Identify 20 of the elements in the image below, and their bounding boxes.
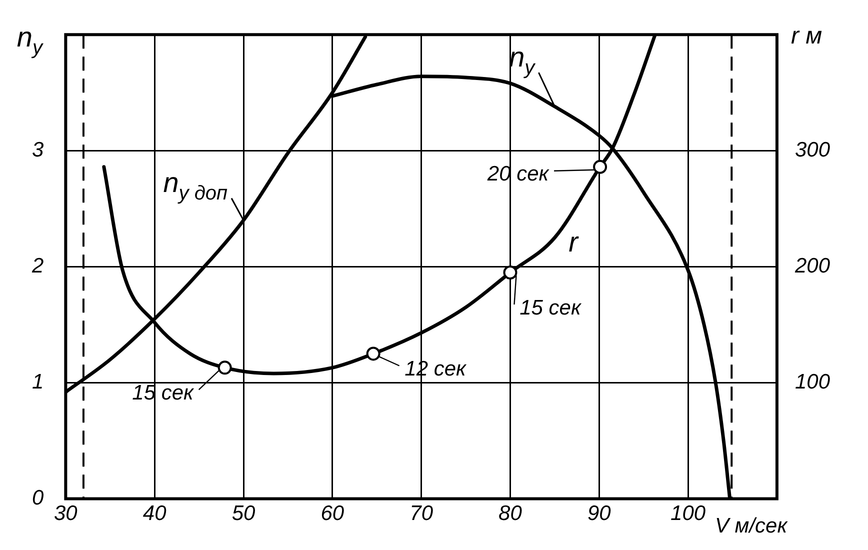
series-label: r <box>568 226 580 258</box>
y2-tick-label: 300 <box>794 138 830 162</box>
x-tick-label: 50 <box>232 502 256 526</box>
x-tick-label: 90 <box>587 502 612 526</box>
x-tick-label: 70 <box>410 502 434 526</box>
x-tick-label: 60 <box>320 502 344 526</box>
y2-tick-label: 100 <box>794 370 830 394</box>
y-tick-label: 2 <box>30 254 44 278</box>
y-tick-label: 1 <box>32 370 44 394</box>
annotation: 15 сек <box>132 382 195 405</box>
y-tick-label: 0 <box>32 486 44 510</box>
annotation: 15 сек <box>520 296 582 320</box>
x-axis-title: V м/сек <box>714 514 788 538</box>
x-tick-label: 80 <box>498 502 522 526</box>
y2-axis-title: r м <box>790 22 822 50</box>
y2-tick-label: 200 <box>794 254 830 278</box>
y-tick-label: 3 <box>32 138 44 162</box>
x-tick-label: 40 <box>142 502 167 526</box>
x-tick-label: 100 <box>670 502 706 526</box>
x-tick-label: 30 <box>54 502 78 526</box>
